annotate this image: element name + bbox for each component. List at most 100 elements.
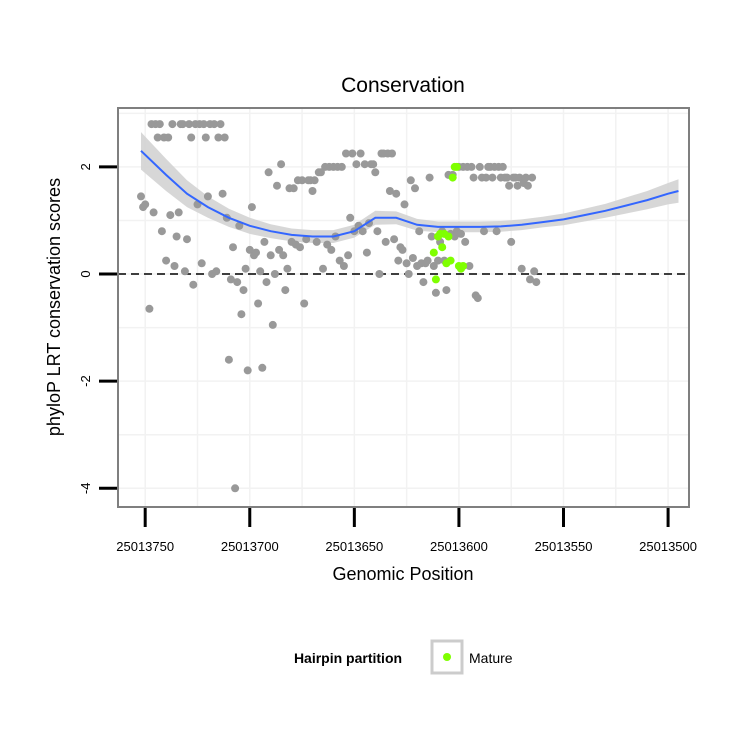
smooth-line-layer (140, 150, 679, 238)
smooth-line (140, 150, 679, 238)
data-point (233, 278, 242, 287)
data-point (310, 176, 319, 185)
mature-point (429, 248, 438, 257)
data-point (431, 288, 440, 297)
data-point (461, 237, 470, 246)
data-point (369, 160, 378, 169)
confidence-band (141, 132, 679, 243)
data-point (344, 251, 353, 260)
data-point (507, 237, 516, 246)
data-point (239, 286, 248, 295)
y-tick-label: 0 (78, 270, 93, 277)
mature-point (444, 232, 453, 241)
data-point (515, 173, 524, 182)
data-point (145, 304, 154, 313)
data-point (277, 160, 286, 169)
data-point (203, 192, 212, 201)
data-point (141, 200, 150, 209)
legend: Hairpin partition Mature (294, 639, 513, 675)
data-point (475, 162, 484, 171)
data-point (300, 299, 309, 308)
x-axis-label: Genomic Position (332, 564, 473, 584)
mature-point (438, 243, 447, 252)
data-point (429, 262, 438, 270)
data-point (166, 211, 175, 220)
data-point (226, 275, 235, 284)
data-point (235, 221, 244, 230)
x-tick-label: 25013700 (221, 539, 279, 554)
data-point (526, 275, 534, 284)
data-point (394, 256, 403, 265)
plot-panel (118, 108, 689, 507)
mature-point (452, 162, 461, 171)
data-point (434, 256, 442, 265)
data-point (256, 267, 265, 276)
data-point (356, 149, 365, 158)
data-point (327, 245, 336, 254)
data-point (149, 208, 158, 217)
data-point (183, 235, 191, 244)
data-point (201, 133, 210, 142)
data-point (231, 484, 240, 493)
data-point (224, 355, 233, 364)
data-point (268, 320, 277, 329)
data-point (513, 181, 522, 190)
data-point (137, 192, 145, 201)
data-point (388, 149, 396, 158)
data-point (237, 310, 246, 319)
data-point (528, 173, 537, 182)
data-point (254, 299, 263, 308)
data-point (371, 168, 380, 177)
data-point (216, 120, 225, 129)
data-point (218, 189, 227, 198)
data-point (467, 162, 476, 171)
data-point (423, 256, 432, 265)
data-point (168, 120, 177, 129)
data-point (153, 133, 162, 142)
data-point (260, 237, 269, 246)
x-tick-label: 25013750 (116, 539, 174, 554)
y-tick-label: -4 (78, 483, 93, 495)
data-point (337, 162, 346, 171)
data-point (425, 173, 434, 182)
y-tick-label: -2 (78, 375, 93, 387)
data-point (523, 181, 532, 190)
data-point (245, 245, 254, 254)
data-point (174, 208, 183, 217)
data-point (162, 256, 171, 265)
data-point (482, 173, 491, 182)
data-point (411, 184, 419, 193)
data-point (212, 267, 221, 276)
data-point (362, 248, 371, 257)
data-point (457, 229, 465, 238)
data-point (296, 243, 304, 252)
x-tick-label: 25013550 (535, 539, 593, 554)
data-point (392, 189, 401, 198)
data-point (220, 133, 229, 142)
data-point (473, 294, 482, 303)
x-tick-label: 25013600 (430, 539, 488, 554)
data-point (465, 262, 474, 270)
confidence-band-layer (141, 132, 679, 243)
data-point (352, 160, 361, 169)
data-point (498, 162, 507, 171)
data-point (312, 237, 321, 246)
data-point (180, 267, 189, 276)
data-point (492, 227, 501, 236)
points-layer (137, 120, 541, 493)
data-point (469, 173, 478, 182)
data-point (400, 200, 409, 209)
axes: 25013750 25013700 25013650 25013600 25013550… (78, 163, 697, 554)
data-point (241, 264, 250, 273)
data-point (243, 366, 252, 375)
data-point (258, 363, 267, 372)
data-point (199, 120, 208, 129)
data-point (532, 278, 541, 287)
data-point (283, 264, 292, 273)
x-tick-label: 25013500 (639, 539, 697, 554)
data-point (385, 187, 394, 195)
data-point (427, 232, 436, 241)
data-point (408, 254, 417, 262)
data-point (185, 120, 194, 129)
data-point (210, 120, 219, 129)
